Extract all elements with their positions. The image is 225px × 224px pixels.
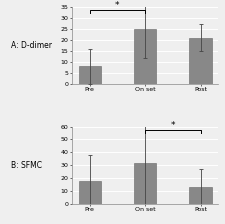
Bar bbox=[189, 38, 211, 84]
Bar bbox=[189, 187, 211, 204]
Bar bbox=[79, 181, 101, 204]
Bar bbox=[134, 163, 156, 204]
Text: *: * bbox=[115, 1, 120, 10]
Text: B: SFMC: B: SFMC bbox=[11, 161, 42, 170]
Text: *: * bbox=[171, 121, 175, 130]
Bar bbox=[134, 29, 156, 84]
Bar bbox=[79, 66, 101, 84]
Text: A: D-dimer: A: D-dimer bbox=[11, 41, 52, 50]
